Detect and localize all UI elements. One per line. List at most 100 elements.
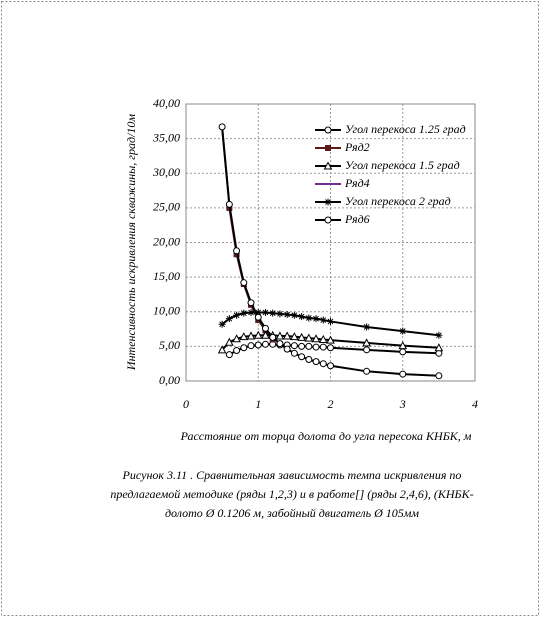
data-point (218, 320, 226, 328)
legend-label: Угол перекоса 1.5 град (345, 158, 460, 172)
data-point (305, 314, 313, 322)
data-point (318, 334, 328, 343)
y-tick-label: 0,00 (159, 373, 180, 387)
data-point (247, 299, 255, 307)
data-point (261, 330, 270, 339)
data-point (247, 308, 255, 316)
data-point (240, 344, 248, 352)
caption-line: Рисунок 3.11 . Сравнительная зависимость… (122, 468, 462, 482)
caption-line: предлагаемой методике (ряды 1,2,3) и в р… (110, 487, 473, 501)
data-point (290, 332, 299, 341)
data-point (363, 346, 371, 354)
y-tick-label: 40,00 (153, 96, 180, 110)
data-point (254, 308, 262, 316)
legend-marker (324, 126, 332, 134)
data-point (225, 351, 233, 359)
data-point (233, 347, 241, 355)
data-point (399, 370, 407, 378)
data-point (233, 247, 241, 255)
data-point (283, 311, 291, 319)
y-tick-label: 35,00 (152, 130, 180, 144)
data-point (319, 316, 327, 324)
plot-border (185, 103, 476, 382)
legend-marker (324, 198, 332, 206)
legend-label: Угол перекоса 2 град (345, 194, 451, 208)
data-point (305, 356, 313, 364)
data-point (218, 123, 226, 131)
data-point (311, 334, 321, 343)
data-point (283, 345, 291, 353)
data-point (225, 337, 234, 346)
data-point (217, 345, 227, 354)
series-line (228, 207, 274, 341)
data-point (276, 340, 284, 348)
data-point (398, 341, 408, 350)
series-line (221, 128, 260, 319)
data-point (319, 343, 327, 351)
data-point (298, 353, 306, 361)
data-point (246, 331, 256, 340)
data-point (399, 327, 407, 335)
y-tick-label: 10,00 (153, 304, 180, 318)
data-point (298, 313, 306, 321)
data-point (298, 342, 306, 350)
data-point (282, 331, 292, 340)
data-point (276, 310, 284, 318)
legend-label: Ряд2 (344, 140, 370, 154)
data-point (269, 333, 277, 341)
y-tick-label: 15,00 (153, 269, 180, 283)
data-point (435, 372, 443, 380)
data-point (225, 315, 233, 323)
data-point (240, 279, 248, 287)
data-point (326, 335, 335, 344)
y-tick-label: 20,00 (153, 234, 180, 248)
data-point (363, 367, 371, 375)
data-point (312, 343, 320, 351)
data-point (363, 323, 371, 331)
legend-label: Угол перекоса 1.25 град (345, 122, 466, 136)
data-point (327, 344, 334, 352)
legend-marker (324, 216, 332, 224)
data-point (254, 341, 262, 349)
caption-line: долото Ø 0.1206 м, забойный двигатель Ø … (165, 506, 419, 520)
x-tick-label: 2 (328, 397, 334, 411)
data-point (253, 330, 263, 339)
x-axis-label: Расстояние от торца долота до угла перес… (180, 429, 472, 443)
y-axis-label: Интенсивность искривления скважины, град… (124, 114, 138, 371)
data-point (275, 331, 285, 340)
data-point (233, 311, 241, 319)
data-point (269, 309, 277, 317)
data-point (304, 333, 314, 342)
y-tick-label: 5,00 (159, 338, 180, 352)
x-tick-label: 1 (255, 397, 261, 411)
data-point (254, 313, 262, 321)
data-point (399, 348, 407, 356)
y-tick-label: 25,00 (153, 200, 180, 214)
x-tick-label: 0 (183, 397, 189, 411)
data-point (232, 334, 241, 343)
data-point (239, 332, 249, 341)
legend-label: Ряд4 (344, 176, 370, 190)
data-point (312, 315, 320, 323)
y-tick-label: 30,00 (152, 165, 180, 179)
data-point (240, 309, 248, 317)
data-point (290, 342, 298, 350)
data-point (327, 317, 334, 325)
data-point (261, 324, 269, 332)
data-point (327, 362, 334, 370)
data-point (261, 308, 269, 316)
data-point (261, 340, 269, 348)
legend-marker (323, 161, 333, 170)
data-point (247, 342, 255, 350)
x-tick-label: 3 (399, 397, 406, 411)
legend-label: Ряд6 (344, 212, 370, 226)
data-point (312, 358, 320, 366)
data-point (297, 332, 306, 341)
data-point (305, 342, 313, 350)
data-point (290, 311, 298, 319)
legend-marker (325, 145, 331, 151)
data-point (435, 331, 443, 339)
data-point (290, 349, 298, 357)
x-tick-label: 4 (472, 397, 478, 411)
